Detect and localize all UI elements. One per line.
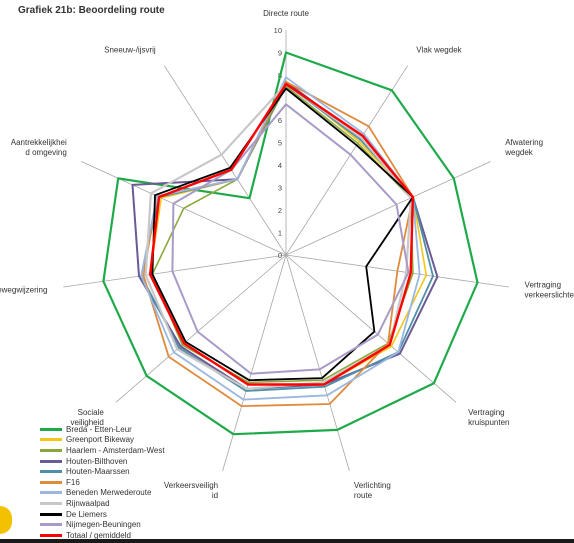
legend-swatch: [40, 470, 62, 474]
axis-label-line: veiligheid: [71, 418, 104, 427]
radial-tick-label: 5: [278, 139, 282, 148]
bottom-bar: [0, 539, 574, 543]
radial-tick-label: 2: [278, 206, 282, 215]
legend-swatch: [40, 480, 62, 484]
axis-label: Afwatering wegdek: [504, 138, 543, 157]
axis-label: Directe route: [263, 9, 309, 18]
legend-label: Breda - Etten-Leur: [66, 424, 132, 434]
legend-item: F16: [40, 477, 210, 488]
legend-item: Beneden Merwederoute: [40, 488, 210, 499]
radar-spoke: [63, 254, 287, 288]
series-line: [131, 80, 439, 390]
radar-spoke: [285, 254, 457, 403]
radar-spoke: [164, 65, 287, 256]
legend-label: Haarlem - Amsterdam-West: [66, 445, 165, 455]
axis-label-line: Sociale: [78, 408, 105, 417]
axis-label: Vlak wegdek: [416, 45, 462, 54]
axis-label-line: Verkeersveiligh: [164, 481, 218, 490]
radial-tick-label: 10: [274, 26, 282, 35]
legend-label: Totaal / gemiddeld: [66, 530, 131, 540]
series-line: [149, 81, 428, 386]
legend-swatch: [40, 501, 62, 505]
axis-label-line: Afwatering: [505, 138, 543, 147]
axis-label-line: Vlak wegdek: [416, 45, 462, 54]
axis-label: Vertraging kruispunten: [468, 408, 509, 427]
legend-label: Beneden Merwederoute: [66, 488, 152, 498]
radial-tick-label: 6: [278, 116, 282, 125]
series-line: [102, 51, 479, 436]
axis-label-line: Aantrekkelijkhei: [11, 138, 67, 147]
legend: Breda - Etten-Leur Greenport Bikeway Haarl…: [40, 424, 210, 541]
legend-item: Haarlem - Amsterdam-West: [40, 445, 210, 456]
legend-swatch: [40, 448, 62, 452]
legend-label: Houten-Maarssen: [66, 467, 130, 477]
series-line: [148, 82, 415, 386]
legend-item: Greenport Bikeway: [40, 435, 210, 446]
radar-spoke: [285, 161, 491, 256]
legend-item: Totaal / gemiddeld: [40, 530, 210, 541]
radial-tick-label: 4: [278, 161, 282, 170]
axis-label: Aantrekkelijkhei d omgeving: [11, 138, 67, 157]
axis-label: Verlichting route: [354, 481, 391, 500]
axis-label: Sneeuw-/ijsvrij: [104, 45, 156, 54]
legend-item: Houten-Maarssen: [40, 466, 210, 477]
legend-item: De Liemers: [40, 509, 210, 520]
radial-tick-label: 1: [278, 229, 282, 238]
legend-label: F16: [66, 477, 80, 487]
axis-label-line: wegdek: [504, 148, 534, 157]
radar-spoke: [115, 254, 287, 403]
legend-item: Houten-Bilthoven: [40, 456, 210, 467]
axis-label-line: id: [212, 491, 218, 500]
axis-label-line: Sneeuw-/ijsvrij: [104, 45, 156, 54]
radial-tick-label: 0: [278, 251, 282, 260]
axis-label: Sociale veiligheid: [71, 408, 105, 427]
radial-tick-label: 3: [278, 184, 282, 193]
legend-label: Greenport Bikeway: [66, 435, 135, 445]
legend-swatch: [40, 491, 62, 495]
radar-spoke: [285, 65, 408, 256]
legend-swatch: [40, 459, 62, 463]
axis-label: Bewegwijzering: [0, 285, 47, 294]
legend-item: Nijmegen-Beuningen: [40, 519, 210, 530]
axis-label-line: route: [354, 491, 373, 500]
legend-swatch: [40, 512, 62, 516]
legend-label: Nijmegen-Beuningen: [66, 520, 141, 530]
axis-label-line: Directe route: [263, 9, 309, 18]
axis-label-line: Vertraging: [468, 408, 504, 417]
radial-tick-label: 9: [278, 49, 282, 58]
axis-label: Verkeersveiligh id: [164, 481, 218, 500]
axis-label-line: verkeerslichten: [525, 290, 574, 299]
legend-label: Rijnwaalpad: [66, 498, 110, 508]
legend-swatch: [40, 523, 62, 527]
axis-label-line: Verlichting: [354, 481, 391, 490]
radar-spoke: [222, 254, 287, 471]
radar-spoke: [285, 254, 350, 471]
legend-swatch: [40, 427, 62, 431]
axis-label-line: kruispunten: [468, 418, 509, 427]
series-line: [151, 87, 414, 382]
legend-item: Rijnwaalpad: [40, 498, 210, 509]
axis-label: Vertraging verkeerslichten: [525, 280, 574, 299]
axis-label-line: d omgeving: [25, 148, 66, 157]
corner-decoration: [0, 506, 12, 534]
series-line: [171, 103, 410, 375]
axis-label-line: Vertraging: [525, 280, 561, 289]
axis-label-line: Bewegwijzering: [0, 285, 47, 294]
legend-label: De Liemers: [66, 509, 107, 519]
chart-title: Grafiek 21b: Beoordeling route: [18, 5, 165, 16]
legend-swatch: [40, 533, 62, 537]
legend-item: Breda - Etten-Leur: [40, 424, 210, 435]
legend-label: Houten-Bilthoven: [66, 456, 128, 466]
legend-swatch: [40, 438, 62, 442]
